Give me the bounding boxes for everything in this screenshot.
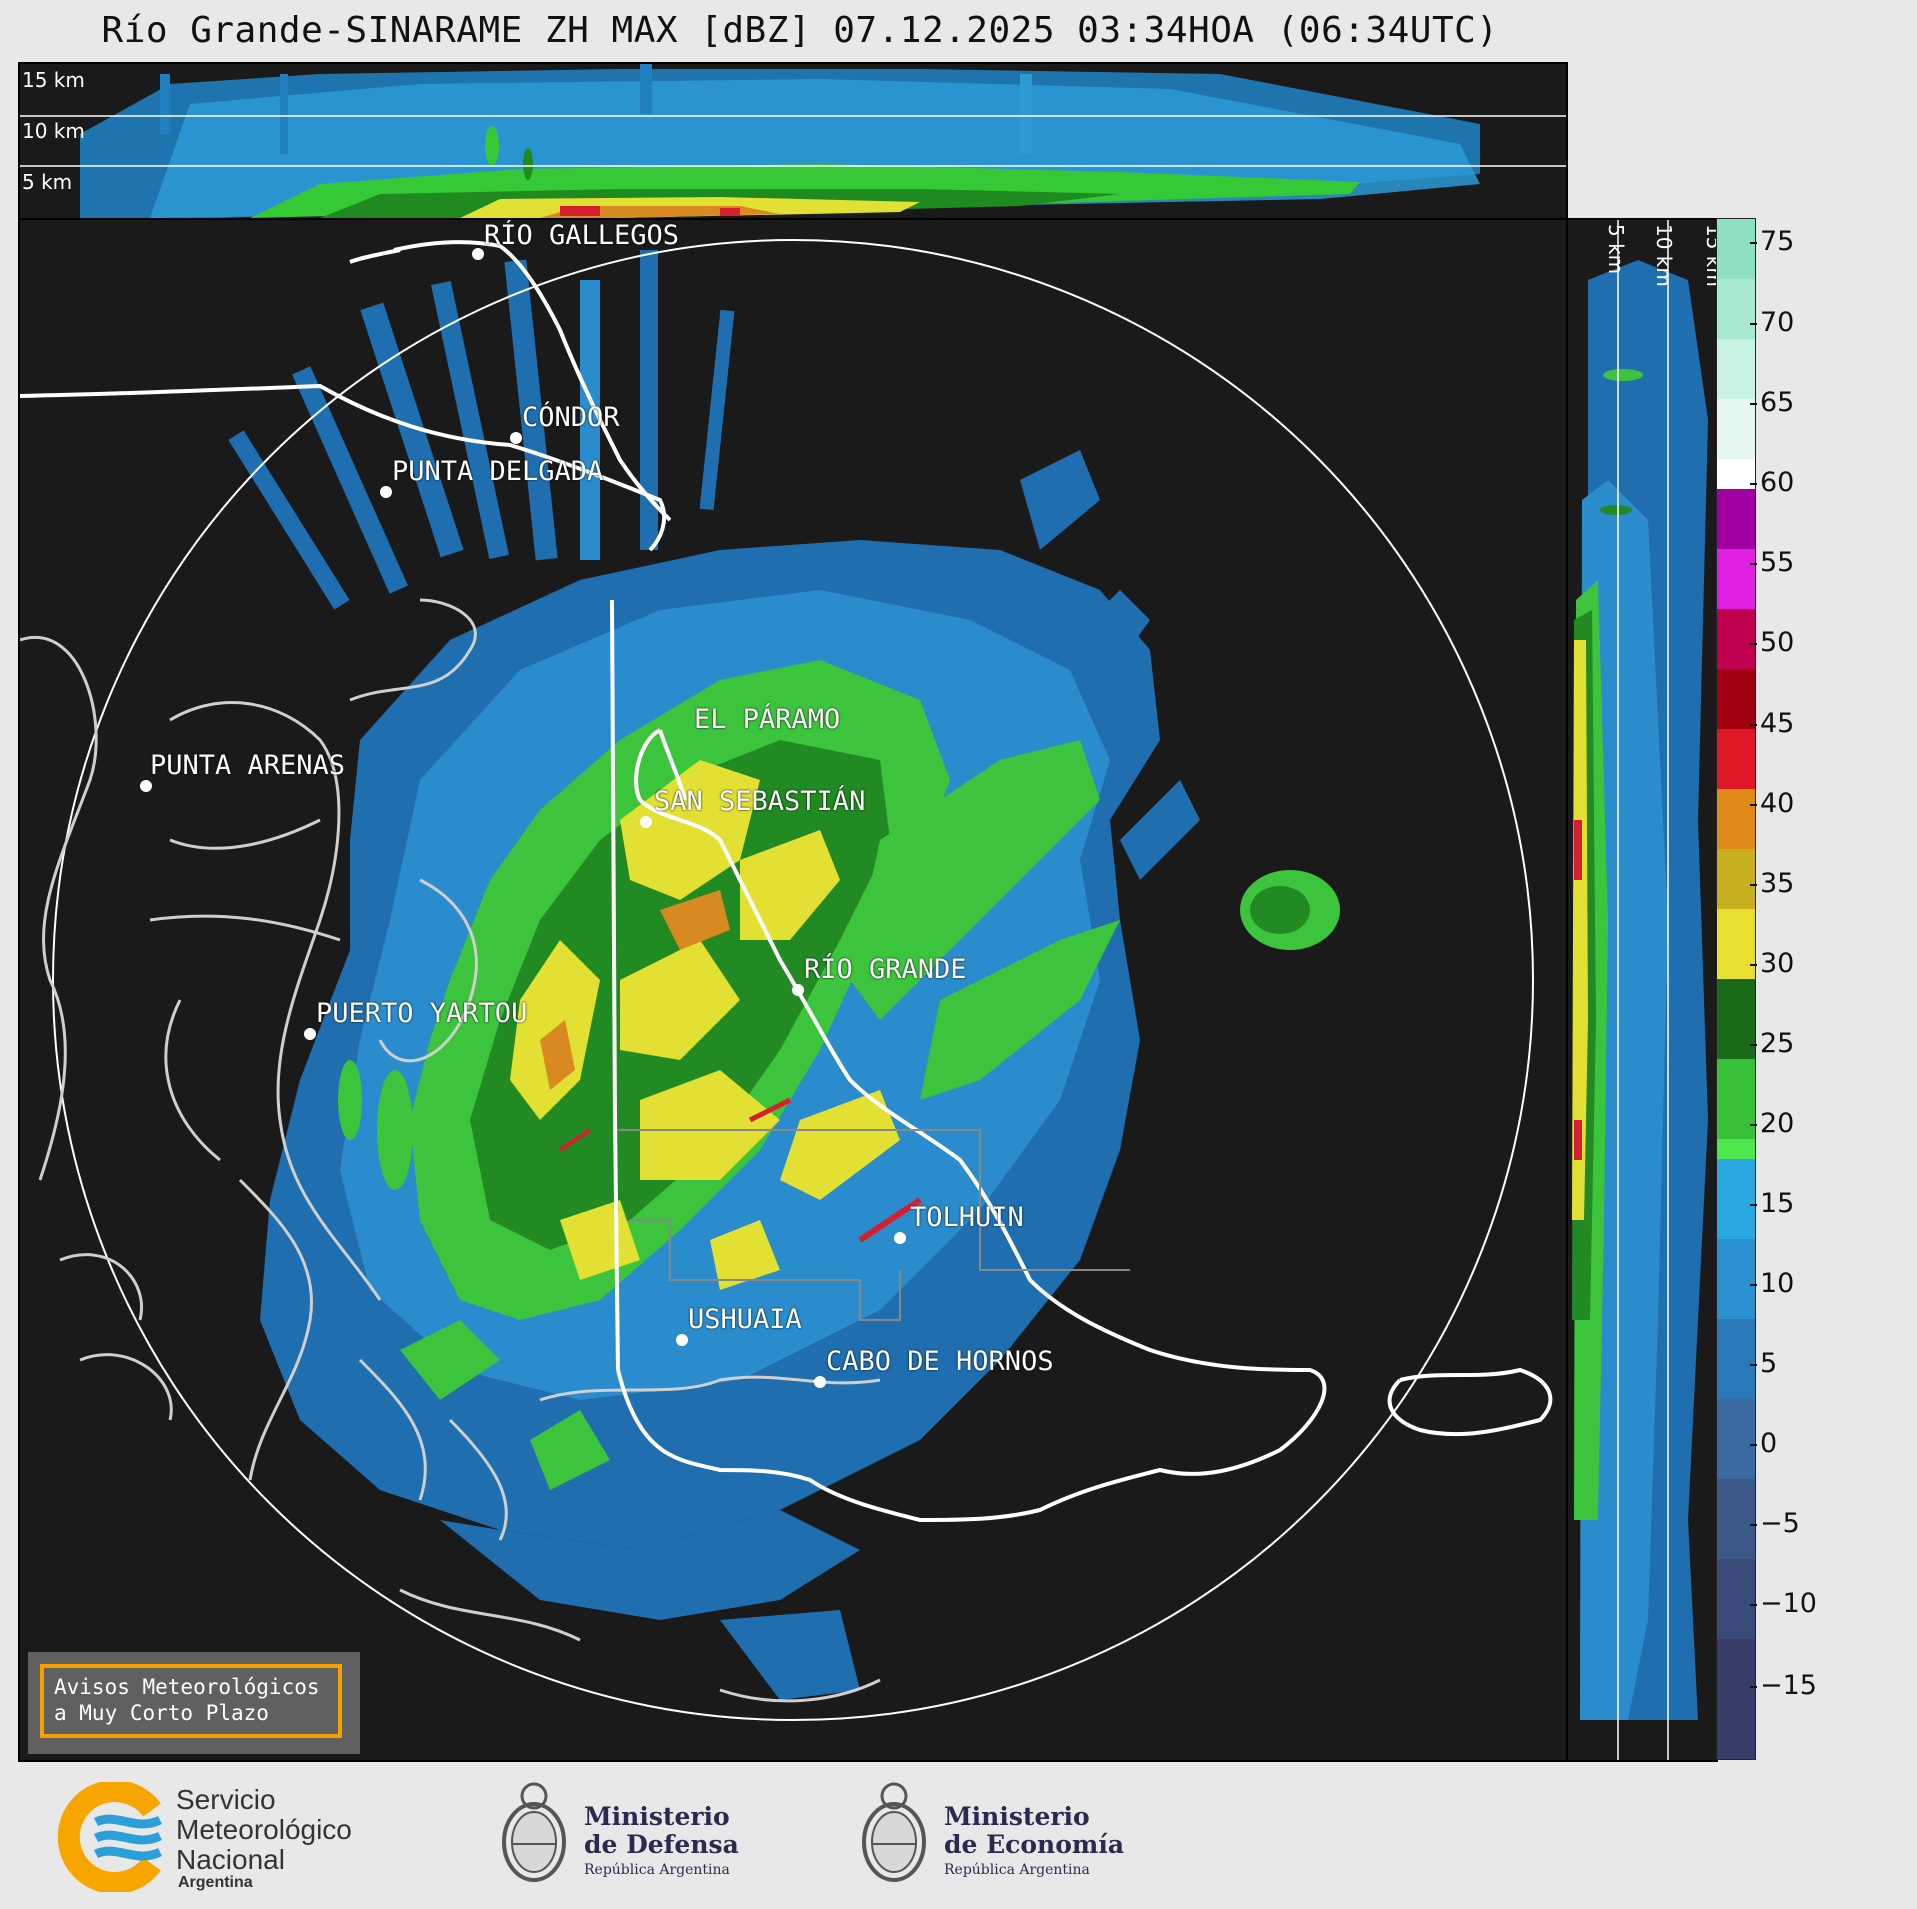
cbar-tick-75: 75 (1749, 226, 1795, 257)
province-line (618, 1129, 1130, 1271)
top-cross-section-svg (20, 64, 1566, 218)
cbar-tick-10: 10 (1749, 1268, 1795, 1299)
smn-line1: Servicio (176, 1784, 276, 1815)
city-label-rio-grande: RÍO GRANDE (804, 954, 967, 985)
city-label-cabo-de-hornos: CABO DE HORNOS (826, 1346, 1054, 1377)
city-dot-san-sebastian (640, 816, 652, 828)
top-5km-label: 5 km (22, 170, 73, 194)
cbar-tick-minus5: −5 (1750, 1508, 1800, 1539)
cbar-tick-70: 70 (1749, 307, 1795, 338)
top-15km-label: 15 km (22, 68, 85, 92)
cbar-tick-45: 45 (1749, 708, 1795, 739)
smn-logo-icon (57, 1782, 163, 1892)
city-label-puerto-yartou: PUERTO YARTOU (316, 998, 528, 1029)
cbar-tick-35: 35 (1749, 868, 1795, 899)
reflectivity-yellow-cores (510, 760, 922, 1290)
radar-map-panel: RÍO GALLEGOS CÓNDOR PUNTA DELGADA PUNTA … (18, 218, 1568, 1762)
city-dot-ushuaia (676, 1334, 688, 1346)
city-label-el-paramo: EL PÁRAMO (694, 704, 841, 735)
cbar-tick-5: 5 (1749, 1348, 1778, 1379)
cbar-tick-20: 20 (1749, 1108, 1795, 1139)
map-title: Río Grande-SINARAME ZH MAX [dBZ] 07.12.2… (101, 10, 1499, 51)
smn-line3: Nacional (176, 1844, 285, 1875)
economia-line1: Ministerio (944, 1802, 1090, 1831)
cbar-tick-40: 40 (1749, 788, 1795, 819)
side-10km-label: 10 km (1652, 224, 1676, 287)
warning-box-inner: Avisos Meteorológicos a Muy Corto Plazo (40, 1664, 342, 1738)
city-label-punta-arenas: PUNTA ARENAS (150, 750, 346, 781)
city-dot-rio-gallegos (472, 248, 484, 260)
colorbar-svg (1717, 219, 1755, 1759)
cbar-tick-0: 0 (1749, 1428, 1778, 1459)
cbar-tick-65: 65 (1749, 387, 1795, 418)
defensa-logo[interactable]: Ministerio de Defensa República Argentin… (494, 1772, 754, 1892)
cbar-tick-15: 15 (1749, 1188, 1795, 1219)
defensa-line3: República Argentina (584, 1862, 730, 1878)
cbar-tick-minus15: −15 (1750, 1670, 1817, 1701)
city-label-punta-delgada: PUNTA DELGADA (392, 456, 604, 487)
smn-logo[interactable]: Servicio Meteorológico Nacional Argentin… (56, 1782, 386, 1892)
smn-line2: Meteorológico (176, 1814, 352, 1845)
cbar-tick-25: 25 (1749, 1028, 1795, 1059)
city-label-rio-gallegos: RÍO GALLEGOS (484, 220, 680, 251)
cbar-tick-60: 60 (1749, 467, 1795, 498)
city-dot-punta-arenas (140, 780, 152, 792)
range-ring (52, 239, 1534, 1721)
side-5km-label: 5 km (1604, 224, 1628, 275)
radar-map-svg (20, 220, 1566, 1760)
economia-line2: de Economía (944, 1830, 1125, 1859)
dbz-colorbar (1716, 218, 1756, 1760)
city-label-san-sebastian: SAN SEBASTIÁN (654, 786, 866, 817)
city-dot-punta-delgada (380, 486, 392, 498)
coastlines (20, 598, 881, 1703)
economia-logo[interactable]: Ministerio de Economía República Argenti… (854, 1772, 1134, 1892)
cbar-tick-30: 30 (1749, 948, 1795, 979)
city-dot-puerto-yartou (304, 1028, 316, 1040)
side-cross-section-svg (1568, 220, 1716, 1760)
warning-line2: a Muy Corto Plazo (54, 1701, 269, 1725)
cbar-tick-55: 55 (1749, 547, 1795, 578)
city-dot-tolhuin (894, 1232, 906, 1244)
side-15km-label: 15 km (1702, 224, 1718, 287)
city-dot-condor (510, 432, 522, 444)
smn-line4: Argentina (178, 1874, 253, 1891)
warning-line1: Avisos Meteorológicos (54, 1675, 320, 1699)
economia-line3: República Argentina (944, 1862, 1090, 1878)
side-cross-section-panel: 5 km 10 km 15 km (1566, 218, 1718, 1762)
city-label-condor: CÓNDOR (522, 402, 620, 433)
economia-shield-icon (862, 1782, 926, 1882)
city-dot-rio-grande (792, 984, 804, 996)
top-cross-section-panel: 15 km 10 km 5 km (18, 62, 1568, 220)
defensa-line1: Ministerio (584, 1802, 730, 1831)
city-label-ushuaia: USHUAIA (688, 1304, 802, 1335)
city-label-tolhuin: TOLHUIN (910, 1202, 1024, 1233)
cbar-tick-minus10: −10 (1750, 1588, 1817, 1619)
defensa-line2: de Defensa (584, 1830, 739, 1859)
city-dot-cabo-de-hornos (814, 1376, 826, 1388)
top-10km-label: 10 km (22, 119, 85, 143)
defensa-shield-icon (502, 1782, 566, 1882)
warning-box[interactable]: Avisos Meteorológicos a Muy Corto Plazo (28, 1652, 360, 1754)
borders (20, 240, 1553, 1523)
cbar-tick-50: 50 (1749, 627, 1795, 658)
